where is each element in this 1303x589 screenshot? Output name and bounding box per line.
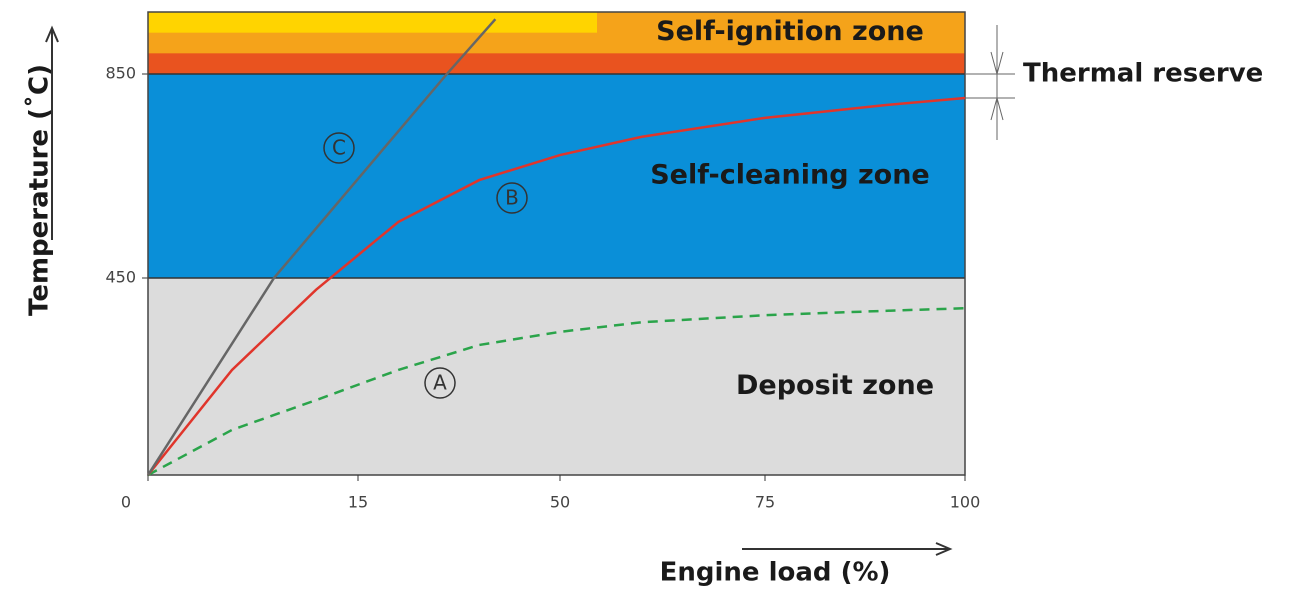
bracket-arrow	[990, 51, 1004, 76]
annotation: Thermal reserve	[1023, 59, 1263, 89]
x-tick-label: 15	[348, 493, 368, 512]
x-tick-label: 75	[755, 493, 775, 512]
plot-frame	[147, 11, 966, 476]
curve-label: B	[505, 186, 519, 210]
x-tick-label: 100	[950, 493, 981, 512]
y-tick-label: 850	[105, 64, 136, 83]
stripe	[148, 53, 965, 74]
zone-label: Self-cleaning zone	[650, 160, 930, 191]
curve-label-circle	[424, 367, 456, 399]
y-tick-label: 450	[105, 268, 136, 287]
stripe	[148, 12, 597, 33]
zone	[148, 74, 965, 278]
y-arrowhead	[45, 25, 59, 43]
zone-label: Deposit zone	[736, 370, 934, 401]
y-axis-title: Temperature (˚C)	[24, 64, 55, 316]
x-arrowhead	[935, 542, 953, 556]
zone-label: Self-ignition zone	[656, 16, 924, 47]
curve-label: C	[332, 136, 346, 160]
curve	[147, 306, 966, 477]
curve	[147, 96, 966, 476]
curve-label: A	[433, 371, 447, 395]
x-tick-label: 50	[550, 493, 570, 512]
curve	[146, 18, 497, 476]
curve-label-circle	[323, 132, 355, 164]
curve-label-circle	[496, 182, 528, 214]
zone	[148, 278, 965, 475]
x-tick-label: 0	[121, 493, 131, 512]
x-axis-title: Engine load (%)	[660, 558, 891, 588]
bracket-arrow	[990, 96, 1004, 121]
